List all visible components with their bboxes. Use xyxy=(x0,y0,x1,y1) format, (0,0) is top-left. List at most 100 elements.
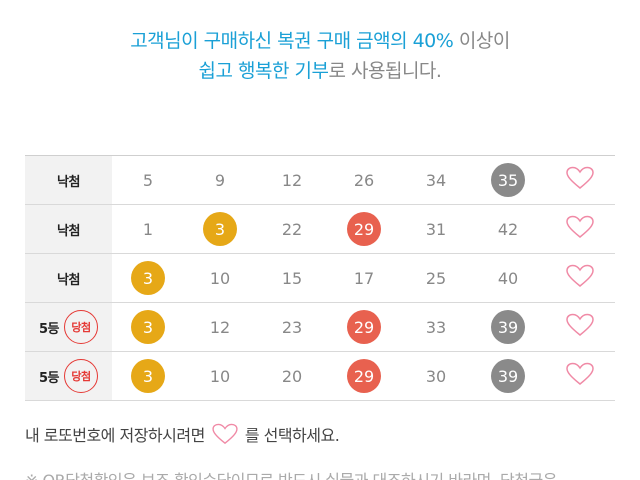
lotto-row: 5등 당첨 3 10 20 29 30 39 xyxy=(25,352,615,401)
lotto-number: 17 xyxy=(353,268,375,288)
number-cell: 29 xyxy=(328,205,400,253)
number-cell: 17 xyxy=(328,254,400,302)
matched-ball: 3 xyxy=(131,261,165,295)
rank-cell: 낙첨 xyxy=(25,156,112,204)
lotto-number: 9 xyxy=(214,170,226,190)
lotto-number: 15 xyxy=(281,268,303,288)
lotto-number: 20 xyxy=(281,366,303,386)
intro-line-2: 쉽고 행복한 기부로 사용됩니다. xyxy=(0,56,640,86)
number-cell: 39 xyxy=(472,303,544,351)
save-heart-button[interactable] xyxy=(544,254,615,302)
number-cell: 31 xyxy=(400,205,472,253)
number-cell: 34 xyxy=(400,156,472,204)
lotto-row: 낙첨 5 9 12 26 34 35 xyxy=(25,156,615,205)
intro-line-1-rest: 이상이 xyxy=(453,30,510,52)
matched-ball: 35 xyxy=(491,163,525,197)
lotto-number: 12 xyxy=(209,317,231,337)
number-cell: 26 xyxy=(328,156,400,204)
lotto-number: 5 xyxy=(142,170,154,190)
rank-cell: 5등 당첨 xyxy=(25,352,112,400)
number-cell: 15 xyxy=(256,254,328,302)
number-cell: 22 xyxy=(256,205,328,253)
rank-label: 낙첨 xyxy=(57,174,80,190)
rank-label: 낙첨 xyxy=(57,272,80,288)
number-cell: 30 xyxy=(400,352,472,400)
number-cell: 3 xyxy=(184,205,256,253)
number-cell: 39 xyxy=(472,352,544,400)
number-cell: 3 xyxy=(112,303,184,351)
rank-label: 낙첨 xyxy=(57,223,80,239)
lotto-row: 5등 당첨 3 12 23 29 33 39 xyxy=(25,303,615,352)
heart-outline-icon xyxy=(565,362,594,390)
number-cell: 1 xyxy=(112,205,184,253)
win-badge: 당첨 xyxy=(64,310,98,344)
save-heart-button[interactable] xyxy=(544,156,615,204)
number-cell: 20 xyxy=(256,352,328,400)
number-cell: 25 xyxy=(400,254,472,302)
lotto-number: 30 xyxy=(425,366,447,386)
number-cell: 35 xyxy=(472,156,544,204)
number-cell: 5 xyxy=(112,156,184,204)
lotto-row: 낙첨 3 10 15 17 25 40 xyxy=(25,254,615,303)
lotto-number: 23 xyxy=(281,317,303,337)
win-badge: 당첨 xyxy=(64,359,98,393)
matched-ball: 39 xyxy=(491,310,525,344)
save-heart-button[interactable] xyxy=(544,205,615,253)
number-cell: 10 xyxy=(184,352,256,400)
matched-ball: 29 xyxy=(347,359,381,393)
lotto-number: 10 xyxy=(209,268,231,288)
intro-line-1-highlight: 고객님이 구매하신 복권 구매 금액의 40% xyxy=(130,30,454,52)
matched-ball: 3 xyxy=(131,310,165,344)
save-hint-before: 내 로또번호에 저장하시려면 xyxy=(25,426,205,445)
lotto-number: 10 xyxy=(209,366,231,386)
matched-ball: 39 xyxy=(491,359,525,393)
lotto-number: 31 xyxy=(425,219,447,239)
save-hint-after: 를 선택하세요. xyxy=(244,426,340,445)
rank-label: 5등 xyxy=(38,370,60,386)
number-cell: 10 xyxy=(184,254,256,302)
number-cell: 3 xyxy=(112,254,184,302)
matched-ball: 29 xyxy=(347,310,381,344)
intro-message: 고객님이 구매하신 복권 구매 금액의 40% 이상이 쉽고 행복한 기부로 사… xyxy=(0,26,640,86)
matched-ball: 29 xyxy=(347,212,381,246)
lotto-number: 22 xyxy=(281,219,303,239)
lotto-result-table: 낙첨 5 9 12 26 34 35 낙첨 1 3 22 29 31 42 낙첨 3 10 15 17 25 40 5등 당… xyxy=(25,155,615,401)
lotto-number: 1 xyxy=(142,219,154,239)
save-hint: 내 로또번호에 저장하시려면 를 선택하세요. xyxy=(25,422,340,446)
intro-line-1: 고객님이 구매하신 복권 구매 금액의 40% 이상이 xyxy=(0,26,640,56)
number-cell: 3 xyxy=(112,352,184,400)
heart-outline-icon xyxy=(565,313,594,341)
heart-outline-icon xyxy=(565,264,594,292)
lotto-number: 12 xyxy=(281,170,303,190)
save-heart-button[interactable] xyxy=(544,352,615,400)
intro-line-2-highlight: 쉽고 행복한 기부 xyxy=(198,60,329,82)
number-cell: 29 xyxy=(328,352,400,400)
heart-outline-icon xyxy=(211,423,239,445)
number-cell: 42 xyxy=(472,205,544,253)
rank-cell: 5등 당첨 xyxy=(25,303,112,351)
lotto-number: 25 xyxy=(425,268,447,288)
intro-line-2-rest: 로 사용됩니다. xyxy=(328,60,442,82)
rank-label: 5등 xyxy=(38,321,60,337)
rank-cell: 낙첨 xyxy=(25,205,112,253)
number-cell: 12 xyxy=(184,303,256,351)
heart-outline-icon xyxy=(565,215,594,243)
lotto-number: 42 xyxy=(497,219,519,239)
number-cell: 23 xyxy=(256,303,328,351)
matched-ball: 3 xyxy=(203,212,237,246)
lotto-number: 26 xyxy=(353,170,375,190)
number-cell: 40 xyxy=(472,254,544,302)
save-heart-button[interactable] xyxy=(544,303,615,351)
heart-outline-icon xyxy=(565,166,594,194)
number-cell: 9 xyxy=(184,156,256,204)
number-cell: 33 xyxy=(400,303,472,351)
lotto-number: 33 xyxy=(425,317,447,337)
rank-cell: 낙첨 xyxy=(25,254,112,302)
number-cell: 12 xyxy=(256,156,328,204)
lotto-row: 낙첨 1 3 22 29 31 42 xyxy=(25,205,615,254)
lotto-number: 34 xyxy=(425,170,447,190)
matched-ball: 3 xyxy=(131,359,165,393)
lotto-number: 40 xyxy=(497,268,519,288)
qr-notice: ※ QR당첨확인은 보조 확인수단이므로 반드시 실물과 대조하시기 바라며, … xyxy=(25,467,557,480)
number-cell: 29 xyxy=(328,303,400,351)
